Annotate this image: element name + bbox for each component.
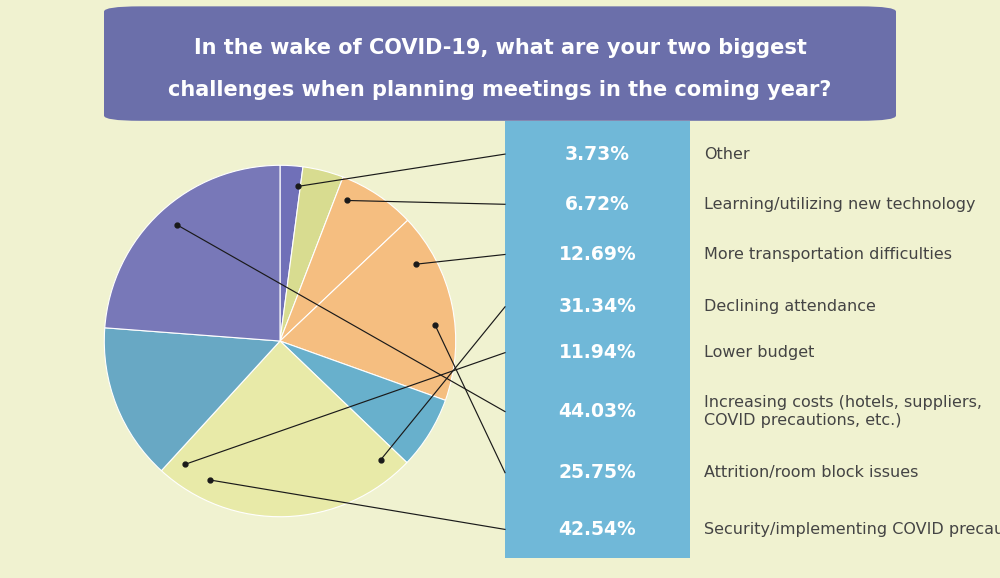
Text: Increasing costs (hotels, suppliers,
COVID precautions, etc.): Increasing costs (hotels, suppliers, COV… [704,395,982,428]
FancyBboxPatch shape [499,108,696,571]
Text: Attrition/room block issues: Attrition/room block issues [704,465,918,480]
Text: 25.75%: 25.75% [559,463,636,482]
Text: Learning/utilizing new technology: Learning/utilizing new technology [704,197,976,212]
Wedge shape [280,167,343,341]
Text: More transportation difficulties: More transportation difficulties [704,247,952,262]
Text: In the wake of COVID-19, what are your two biggest: In the wake of COVID-19, what are your t… [194,38,806,58]
Text: 11.94%: 11.94% [559,343,636,362]
Wedge shape [104,328,280,470]
Wedge shape [280,177,408,341]
Wedge shape [280,165,303,341]
Text: Other: Other [704,147,750,162]
Wedge shape [280,220,456,401]
Text: 44.03%: 44.03% [559,402,636,421]
FancyBboxPatch shape [104,6,896,121]
Text: 6.72%: 6.72% [565,195,630,214]
Wedge shape [161,341,407,517]
Text: 12.69%: 12.69% [559,245,636,264]
Text: 42.54%: 42.54% [559,520,636,539]
Text: 31.34%: 31.34% [559,297,636,316]
Text: Declining attendance: Declining attendance [704,299,876,314]
Text: 3.73%: 3.73% [565,144,630,164]
Text: challenges when planning meetings in the coming year?: challenges when planning meetings in the… [168,80,832,99]
Wedge shape [105,165,280,341]
Text: Lower budget: Lower budget [704,345,814,360]
Text: Security/implementing COVID precautions: Security/implementing COVID precautions [704,522,1000,537]
Wedge shape [280,341,445,462]
